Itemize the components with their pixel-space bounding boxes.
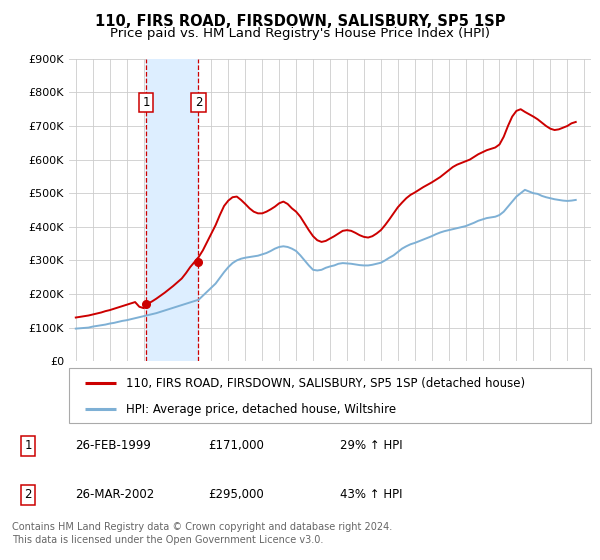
Text: 1: 1 [142, 96, 150, 109]
Text: 26-FEB-1999: 26-FEB-1999 [76, 440, 151, 452]
Text: 43% ↑ HPI: 43% ↑ HPI [340, 488, 403, 501]
Bar [146, 59, 199, 361]
Text: 1: 1 [25, 440, 32, 452]
Text: HPI: Average price, detached house, Wiltshire: HPI: Average price, detached house, Wilt… [127, 403, 397, 416]
Text: £171,000: £171,000 [208, 440, 264, 452]
Text: 110, FIRS ROAD, FIRSDOWN, SALISBURY, SP5 1SP (detached house): 110, FIRS ROAD, FIRSDOWN, SALISBURY, SP5… [127, 377, 526, 390]
Text: 29% ↑ HPI: 29% ↑ HPI [340, 440, 403, 452]
Text: 2: 2 [195, 96, 202, 109]
Text: Contains HM Land Registry data © Crown copyright and database right 2024.
This d: Contains HM Land Registry data © Crown c… [12, 522, 392, 545]
Text: £295,000: £295,000 [208, 488, 263, 501]
Text: 110, FIRS ROAD, FIRSDOWN, SALISBURY, SP5 1SP: 110, FIRS ROAD, FIRSDOWN, SALISBURY, SP5… [95, 14, 505, 29]
Text: 26-MAR-2002: 26-MAR-2002 [76, 488, 155, 501]
FancyBboxPatch shape [69, 368, 591, 423]
Text: Price paid vs. HM Land Registry's House Price Index (HPI): Price paid vs. HM Land Registry's House … [110, 27, 490, 40]
Text: 2: 2 [25, 488, 32, 501]
